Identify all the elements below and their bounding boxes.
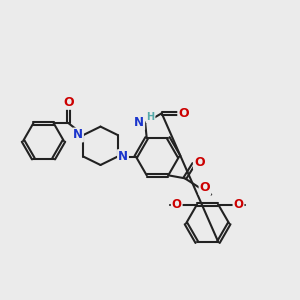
Text: O: O xyxy=(194,156,205,169)
Text: O: O xyxy=(200,182,210,194)
Text: N: N xyxy=(118,150,128,163)
Text: O: O xyxy=(233,198,244,211)
Text: H: H xyxy=(146,112,155,122)
Text: N: N xyxy=(73,128,83,142)
Text: O: O xyxy=(172,198,182,211)
Text: O: O xyxy=(178,107,189,120)
Text: O: O xyxy=(63,96,74,109)
Text: N: N xyxy=(134,116,144,129)
